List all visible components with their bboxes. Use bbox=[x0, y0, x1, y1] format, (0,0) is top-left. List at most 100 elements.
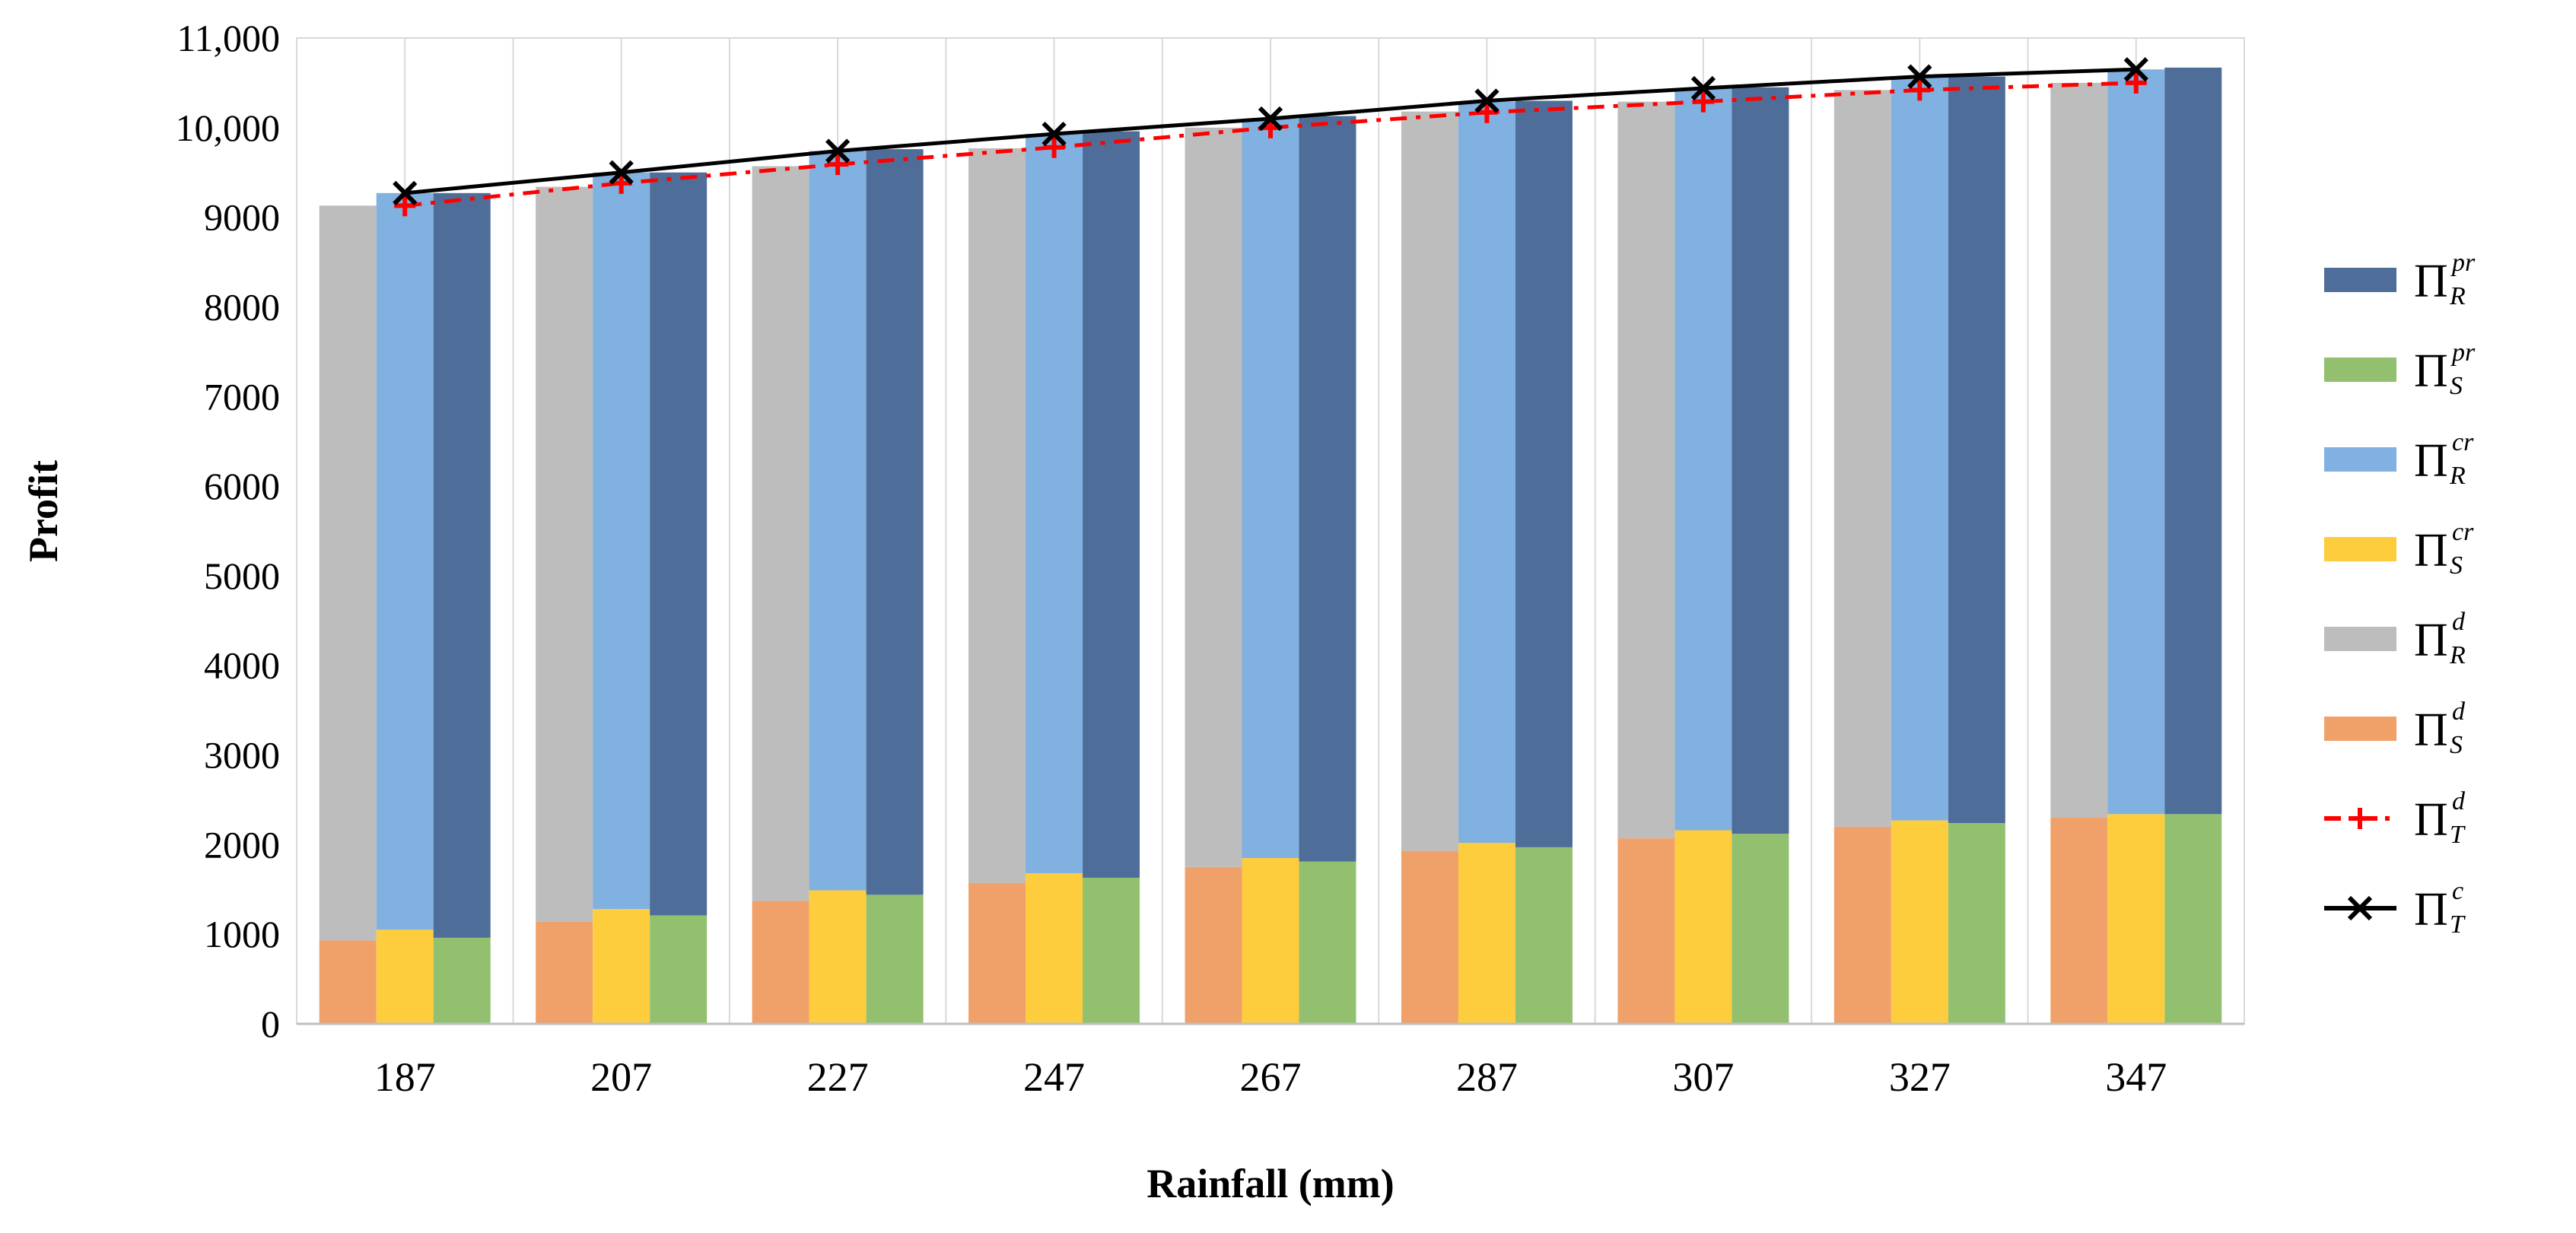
marker-stroke bbox=[1474, 88, 1499, 113]
bar-segment bbox=[809, 890, 867, 1024]
bar-segment bbox=[1891, 820, 1948, 1024]
series-marker bbox=[610, 172, 632, 194]
bar-segment bbox=[376, 930, 434, 1024]
legend-superscript: cr bbox=[2452, 518, 2474, 546]
bar-segment bbox=[1242, 119, 1299, 859]
bar-segment bbox=[1242, 858, 1299, 1024]
bar-segment bbox=[866, 895, 924, 1024]
legend-symbol: Π bbox=[2414, 345, 2448, 397]
bar-segment bbox=[1674, 830, 1732, 1024]
legend-subscript: T bbox=[2450, 821, 2466, 849]
bar-segment bbox=[1732, 87, 1789, 834]
series-marker bbox=[825, 138, 851, 164]
legend-swatch bbox=[2324, 447, 2396, 472]
y-tick-label: 3000 bbox=[204, 734, 280, 777]
legend-swatch bbox=[2324, 268, 2396, 292]
legend-symbol: Π bbox=[2414, 704, 2448, 756]
bar-segment bbox=[1026, 134, 1083, 874]
bar-segment bbox=[1948, 76, 2005, 824]
bar-segment bbox=[319, 940, 377, 1024]
legend-subscript: R bbox=[2449, 641, 2466, 669]
legend-superscript: pr bbox=[2450, 338, 2476, 367]
legend-superscript: d bbox=[2452, 787, 2466, 815]
bar-segment bbox=[2107, 69, 2165, 815]
series-marker bbox=[2125, 72, 2147, 94]
legend-subscript: S bbox=[2450, 372, 2463, 400]
legend-symbol: Π bbox=[2414, 525, 2448, 577]
legend-symbol: Π bbox=[2414, 615, 2448, 666]
legend-symbol: Π bbox=[2414, 256, 2448, 307]
legend-superscript: c bbox=[2452, 877, 2463, 905]
series-line bbox=[404, 81, 2136, 208]
series-marker bbox=[393, 180, 418, 205]
bar-segment bbox=[319, 205, 377, 941]
bar-segment bbox=[1083, 877, 1140, 1024]
legend-superscript: d bbox=[2452, 608, 2466, 636]
x-tick-label: 267 bbox=[1240, 1054, 1302, 1100]
legend-swatch bbox=[2324, 358, 2396, 382]
axes-layer: 0 1000 2000 3000 4000 5000 6000 7000 8000 9000 10,… bbox=[176, 17, 2244, 1100]
series-marker bbox=[1690, 75, 1716, 101]
bar-segment bbox=[1515, 100, 1573, 847]
bar-segment bbox=[536, 186, 593, 922]
bar-segment bbox=[2050, 818, 2108, 1024]
series-marker bbox=[1907, 64, 1932, 89]
bar-segment bbox=[1948, 823, 2005, 1024]
marker-stroke bbox=[1690, 75, 1716, 101]
y-tick-label: 5000 bbox=[204, 555, 280, 597]
x-tick-label: 287 bbox=[1456, 1054, 1518, 1100]
bar-segment bbox=[2050, 82, 2108, 818]
bar-segment bbox=[1732, 834, 1789, 1024]
bar-segment bbox=[1083, 131, 1140, 878]
marker-stroke bbox=[1907, 64, 1932, 89]
y-tick-label: 1000 bbox=[204, 913, 280, 955]
series-marker bbox=[1476, 101, 1498, 123]
legend-subscript: R bbox=[2449, 282, 2466, 310]
x-tick-label: 347 bbox=[2105, 1054, 2167, 1100]
bar-segment bbox=[1401, 850, 1458, 1024]
legend-marker bbox=[2347, 895, 2373, 921]
legend-superscript: d bbox=[2452, 698, 2466, 726]
bar-segment bbox=[968, 883, 1026, 1024]
bar-segment bbox=[1833, 826, 1891, 1024]
legend-symbol: Π bbox=[2414, 435, 2448, 487]
series-marker bbox=[1042, 121, 1067, 147]
legend-swatch bbox=[2324, 537, 2396, 561]
marker-stroke bbox=[1258, 106, 1283, 132]
bar-segment bbox=[866, 149, 924, 895]
bar-segment bbox=[2164, 67, 2222, 815]
legend-subscript: S bbox=[2450, 731, 2463, 759]
bar-segment bbox=[1026, 873, 1083, 1024]
marker-stroke bbox=[609, 160, 634, 185]
bar-segment bbox=[593, 909, 650, 1024]
x-tick-label: 187 bbox=[374, 1054, 436, 1100]
x-tick-label: 247 bbox=[1023, 1054, 1085, 1100]
y-axis-title: Profit bbox=[21, 460, 66, 562]
y-tick-label: 0 bbox=[261, 1003, 280, 1045]
bar-segment bbox=[1891, 76, 1948, 821]
marker-stroke bbox=[2123, 57, 2148, 82]
legend-superscript: pr bbox=[2450, 249, 2476, 277]
series-marker bbox=[394, 195, 416, 217]
x-tick-label: 227 bbox=[807, 1054, 869, 1100]
bar-segment bbox=[1401, 111, 1458, 851]
bar-segment bbox=[1185, 127, 1242, 867]
x-tick-label: 327 bbox=[1889, 1054, 1951, 1100]
series-marker bbox=[2123, 57, 2148, 82]
bar-segment bbox=[536, 921, 593, 1024]
series-marker bbox=[609, 160, 634, 185]
legend-superscript: cr bbox=[2452, 428, 2474, 456]
legend-swatch bbox=[2324, 627, 2396, 651]
y-tick-label: 8000 bbox=[204, 285, 280, 328]
bar-segment bbox=[433, 192, 491, 938]
bar-segment bbox=[650, 172, 708, 916]
bar-segment bbox=[752, 901, 809, 1024]
